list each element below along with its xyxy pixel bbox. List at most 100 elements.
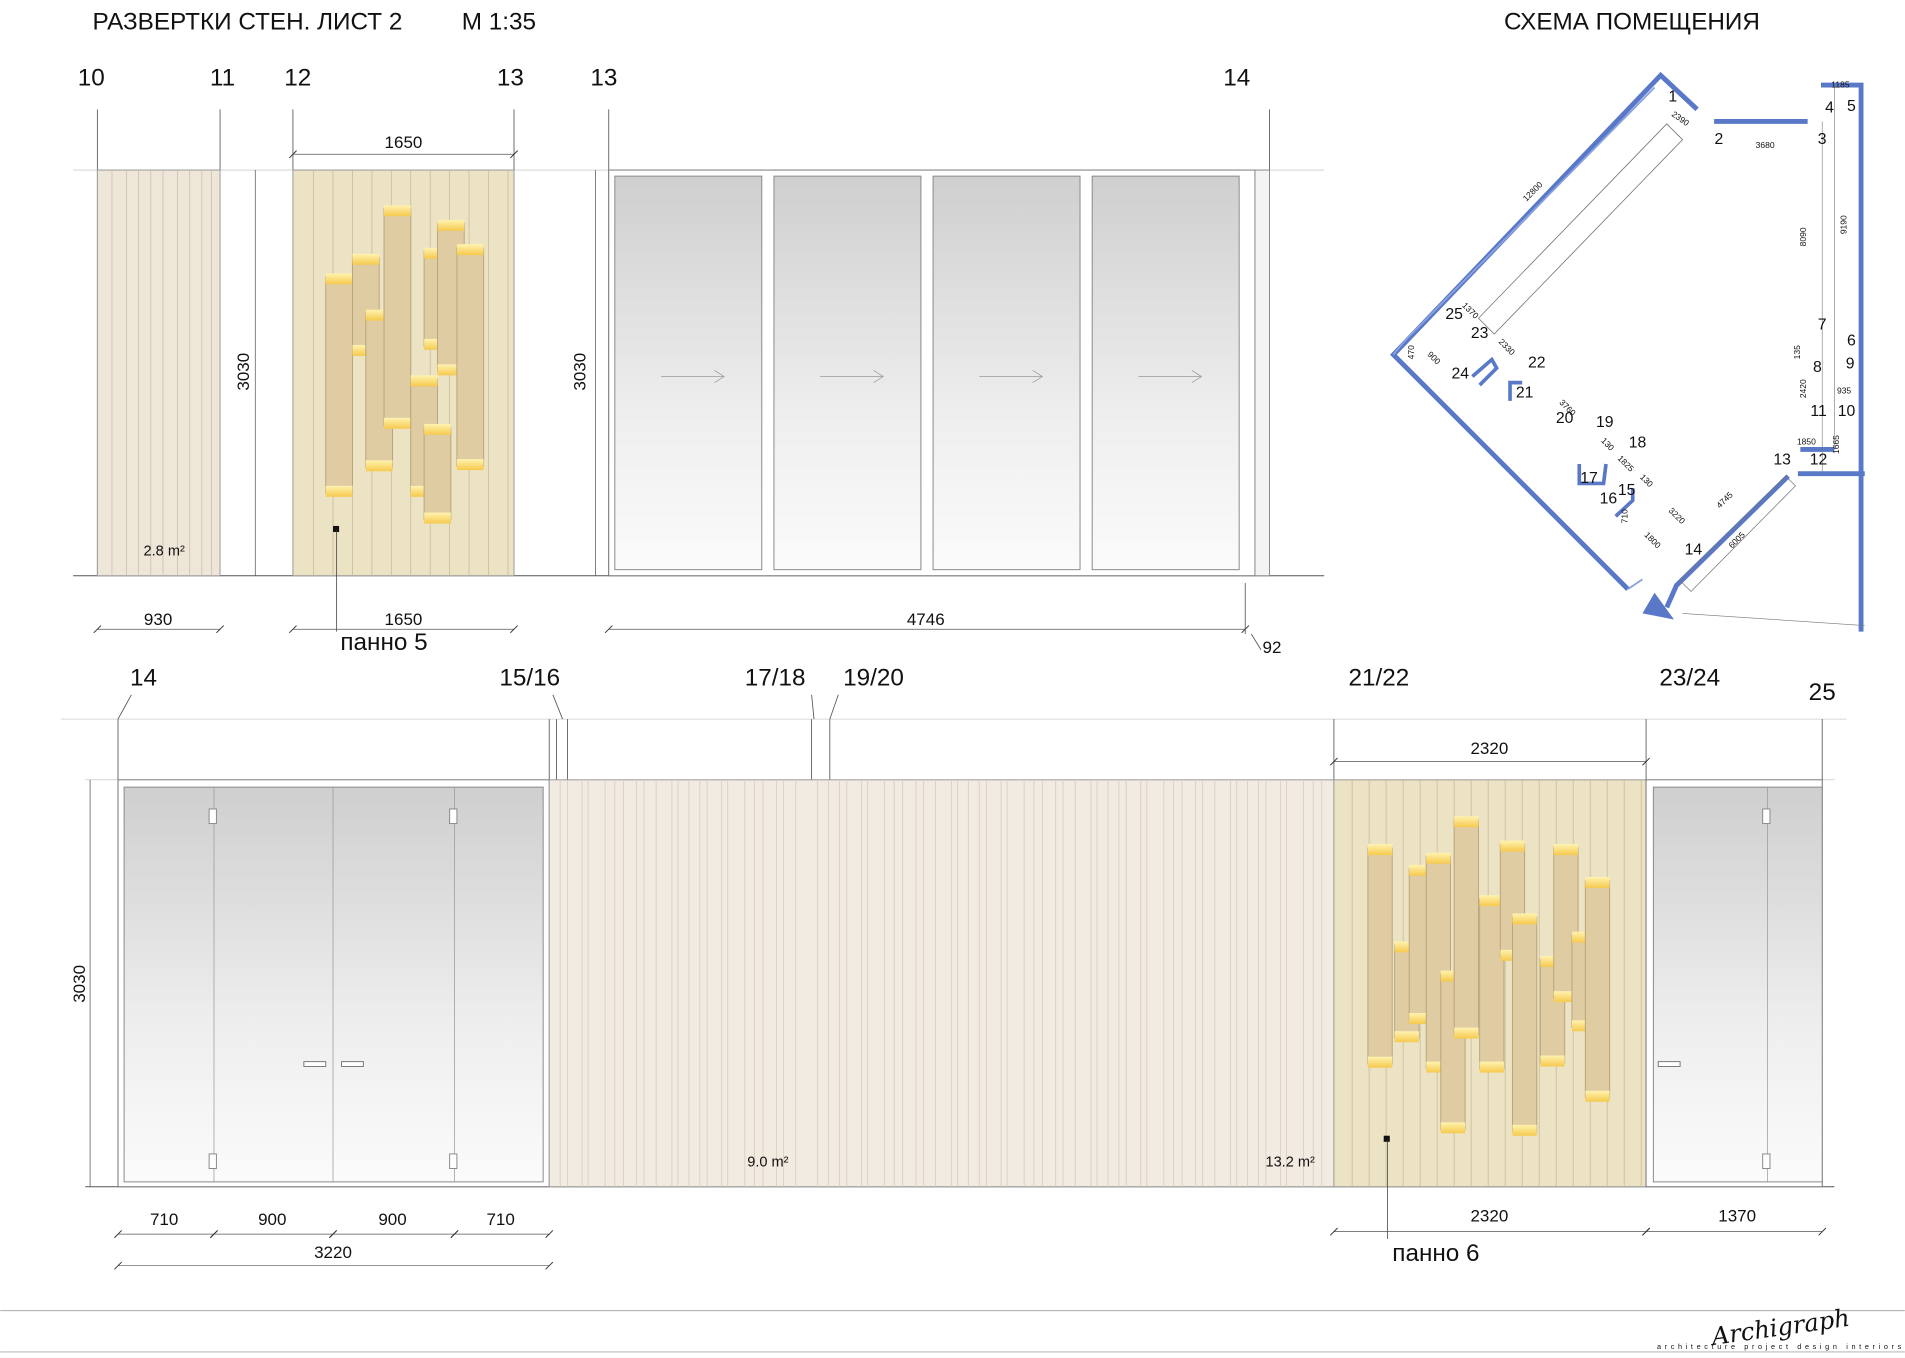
line: [1250, 633, 1262, 651]
dimension-label: 2320: [1470, 1207, 1508, 1226]
dimension-label: 900: [378, 1210, 406, 1229]
room-point: 23: [1471, 325, 1489, 342]
room-point: 11: [1810, 403, 1826, 420]
scale-label: М 1:35: [462, 9, 536, 36]
line: [114, 1261, 123, 1270]
light: [1367, 1056, 1393, 1068]
arrow: [1032, 370, 1044, 383]
room-point: 14: [1685, 541, 1703, 558]
decor-bar: [423, 427, 452, 521]
line: [1329, 1227, 1338, 1236]
plan-dimension: 4745: [1714, 490, 1735, 511]
room-point: 12: [1810, 452, 1828, 469]
glass-pane: [614, 175, 763, 571]
panel-label: панно 5: [340, 629, 427, 656]
axis-label: 19/20: [843, 664, 904, 691]
room-point: 2: [1715, 131, 1724, 148]
dimension-label: 1650: [385, 133, 423, 152]
dimension-label: 900: [258, 1210, 286, 1229]
hinge: [1762, 808, 1771, 825]
line: [1682, 613, 1865, 626]
plan-dimension: 710: [1620, 509, 1630, 523]
line: [1642, 1227, 1651, 1236]
light: [1426, 1061, 1451, 1073]
plan-dimension: 130: [1599, 435, 1616, 452]
line: [510, 625, 518, 634]
light: [1440, 970, 1466, 982]
axis-label: 10: [78, 64, 105, 91]
decor-bar: [325, 276, 353, 494]
plan-dimension: 3680: [1756, 140, 1775, 150]
plan-dimension: 3220: [1667, 505, 1688, 526]
light: [1367, 844, 1393, 856]
light: [1512, 1124, 1537, 1136]
room-point: 20: [1556, 410, 1574, 427]
handle: [303, 1061, 327, 1067]
light: [1553, 991, 1579, 1003]
plan-dimension: 135: [1792, 345, 1802, 359]
decor-bar: [1453, 819, 1479, 1036]
room-point: 22: [1528, 354, 1546, 371]
glass-pane: [773, 175, 922, 571]
sheet-title: РАЗВЕРТКИ СТЕН. ЛИСТ 2: [93, 9, 403, 36]
light: [1479, 1061, 1504, 1073]
room-point: 1: [1668, 88, 1677, 105]
light: [1394, 941, 1419, 953]
light: [1540, 955, 1565, 967]
line: [288, 150, 297, 159]
line: [552, 694, 563, 720]
plan-dimension: 1800: [1642, 530, 1663, 551]
light: [424, 423, 451, 435]
light: [1479, 895, 1504, 907]
light: [1571, 931, 1597, 943]
dimension-label: 92: [1262, 638, 1281, 657]
line: [1642, 757, 1651, 766]
handle: [1657, 1061, 1681, 1067]
axis-label: 11: [210, 64, 235, 91]
dimension-label: 1650: [385, 610, 423, 629]
area-label: 9.0 m²: [747, 1154, 788, 1170]
hinge: [1762, 1153, 1771, 1169]
decor-bar: [383, 208, 412, 426]
room-point: 24: [1451, 365, 1469, 382]
room-point: 8: [1813, 359, 1822, 376]
panel-label: панно 6: [1392, 1240, 1479, 1267]
light: [1500, 840, 1525, 852]
plan-dimension: 9190: [1838, 215, 1848, 234]
line: [545, 1230, 554, 1239]
axis-label: 12: [284, 64, 311, 91]
plan-wall: [1471, 356, 1635, 518]
light: [1553, 844, 1579, 856]
dimension-label: 2320: [1470, 739, 1508, 758]
line: [288, 625, 297, 634]
wall-panel: [96, 169, 221, 577]
room-point: 13: [1773, 452, 1791, 469]
handle: [341, 1061, 364, 1067]
axis-label: 25: [1809, 679, 1836, 706]
plan-dimension: 470: [1406, 345, 1416, 359]
light: [325, 485, 353, 497]
axis-label: 14: [130, 664, 157, 691]
axis-label: 17/18: [745, 664, 806, 691]
room-point: 3: [1818, 131, 1827, 148]
room-point: 10: [1838, 403, 1856, 420]
plan-door: [1642, 592, 1675, 620]
axis-label: 13: [497, 64, 524, 91]
light: [1409, 864, 1434, 876]
room-point: 17: [1580, 470, 1598, 487]
dimension-label: 4746: [907, 610, 945, 629]
plan-title: СХЕМА ПОМЕЩЕНИЯ: [1504, 9, 1760, 36]
frame: [1254, 169, 1271, 577]
axis-label: 15/16: [499, 664, 560, 691]
area-label: 13.2 m²: [1265, 1154, 1315, 1170]
axis-label: 13: [590, 64, 617, 91]
axis-label: 23/24: [1659, 664, 1720, 691]
light: [384, 417, 411, 429]
glass-pane: [1091, 175, 1240, 571]
decor-bar: [1584, 880, 1611, 1099]
plan-furniture: [1477, 123, 1684, 335]
light: [365, 460, 393, 472]
light: [365, 309, 393, 321]
light: [1454, 816, 1479, 828]
dimension-label: 3030: [570, 353, 589, 391]
